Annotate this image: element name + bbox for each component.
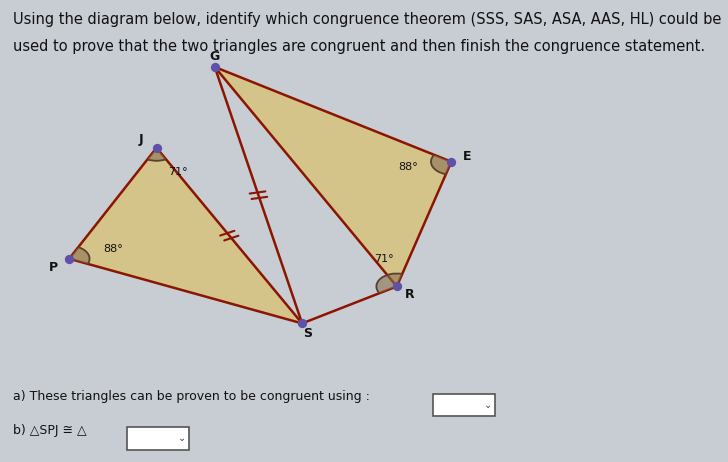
Text: 71°: 71° (374, 255, 393, 264)
Text: 88°: 88° (103, 244, 123, 254)
Point (151, 144, 162, 152)
Text: used to prove that the two triangles are congruent and then finish the congruenc: used to prove that the two triangles are… (13, 39, 705, 54)
Polygon shape (431, 155, 451, 174)
Text: S: S (304, 327, 312, 340)
Polygon shape (69, 247, 90, 264)
Text: J: J (138, 133, 143, 146)
Text: 88°: 88° (397, 162, 418, 172)
FancyBboxPatch shape (433, 394, 495, 416)
Point (391, 283, 403, 290)
Point (63, 255, 75, 262)
Text: E: E (463, 150, 472, 163)
Polygon shape (376, 274, 402, 293)
Text: b) △SPJ ≅ △: b) △SPJ ≅ △ (13, 424, 87, 437)
Point (446, 158, 457, 165)
Text: R: R (405, 288, 415, 301)
Polygon shape (215, 67, 451, 286)
Text: ⌄: ⌄ (178, 433, 186, 444)
Text: 71°: 71° (169, 167, 188, 176)
Text: ⌄: ⌄ (483, 400, 492, 410)
Point (296, 320, 308, 327)
Text: P: P (49, 261, 58, 274)
Point (209, 63, 221, 71)
Polygon shape (147, 148, 166, 161)
Text: a) These triangles can be proven to be congruent using :: a) These triangles can be proven to be c… (13, 390, 370, 403)
Text: G: G (210, 50, 220, 63)
Text: Using the diagram below, identify which congruence theorem (SSS, SAS, ASA, AAS, : Using the diagram below, identify which … (13, 12, 721, 26)
FancyBboxPatch shape (127, 427, 189, 450)
Polygon shape (69, 148, 302, 323)
